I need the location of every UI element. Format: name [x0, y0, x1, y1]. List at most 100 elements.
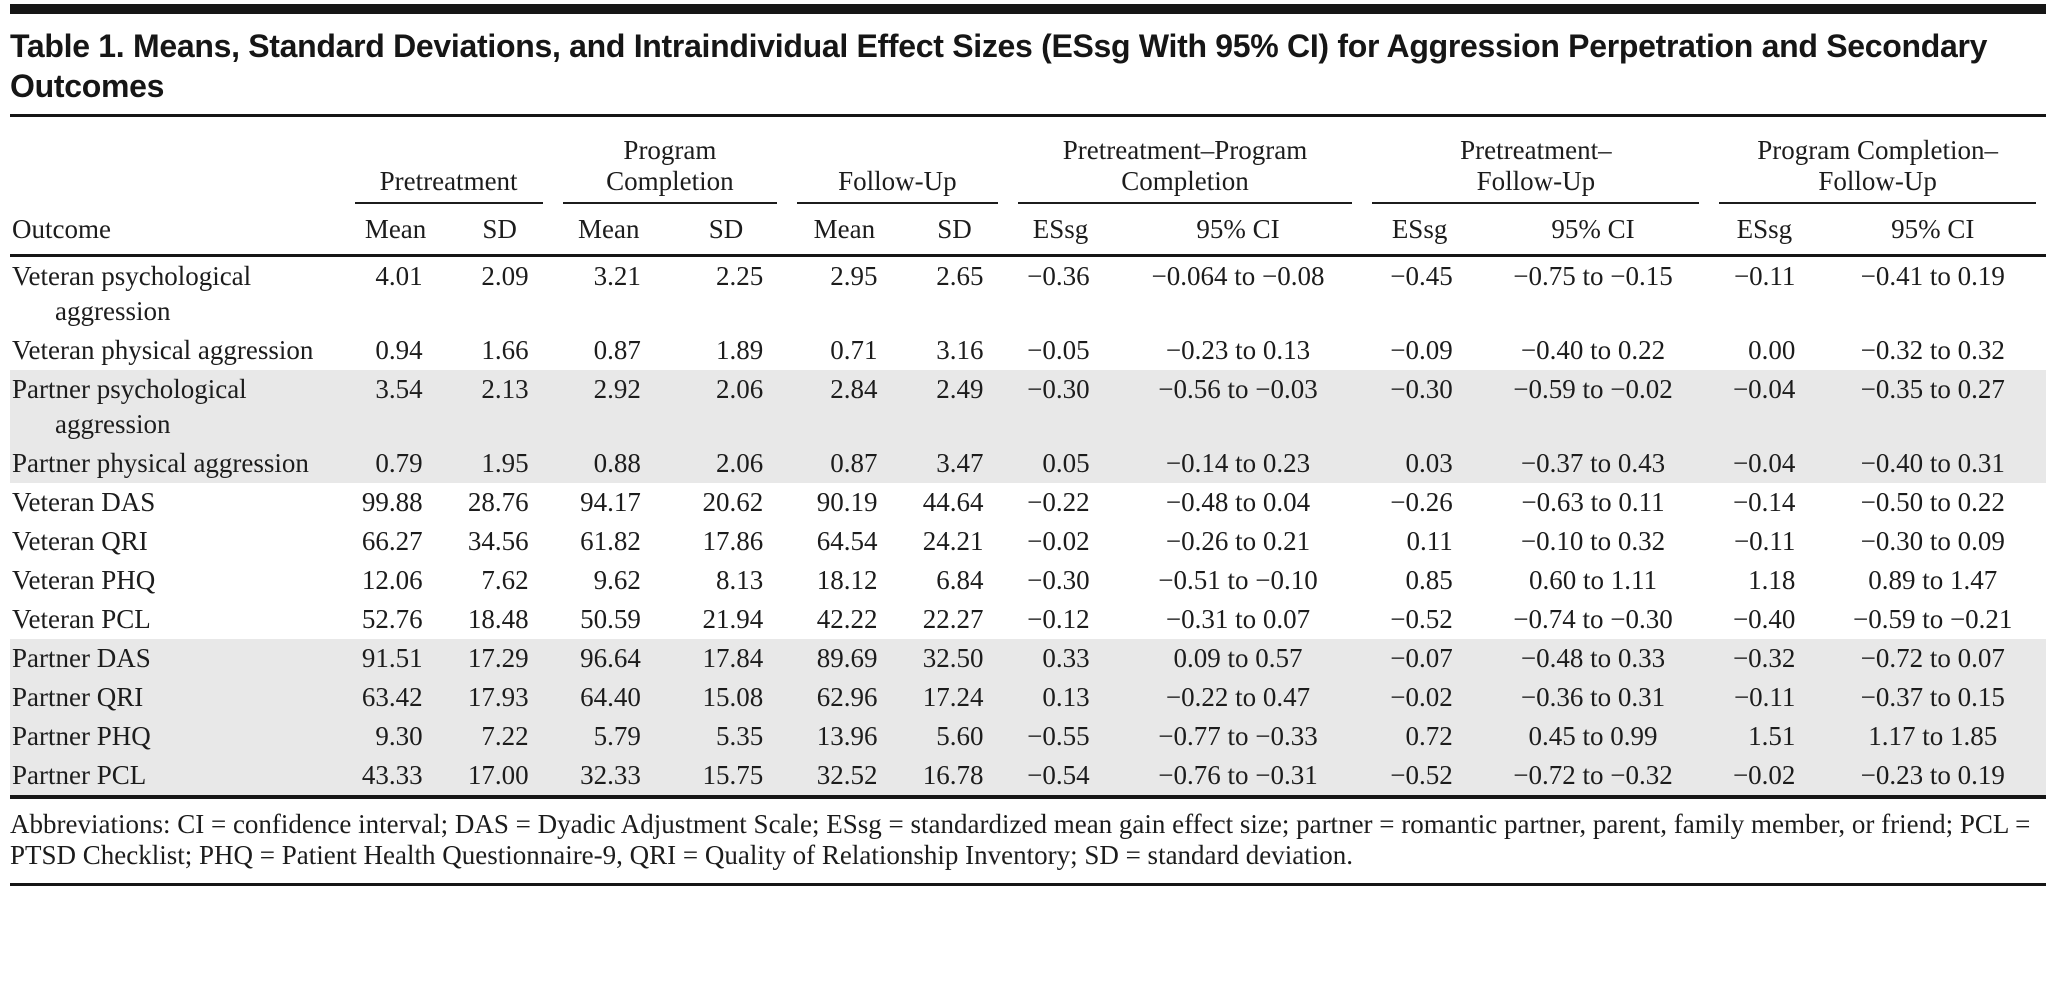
stat-cell: 5.60 [936, 721, 984, 751]
table-row: Veteran PHQ 12.06 7.62 9.62 8.13 18.12 6.84 −0.… [10, 561, 2046, 600]
stat-cell: 2.09 [481, 261, 529, 291]
ci-cell: −0.75 to −0.15 [1513, 261, 1673, 291]
stat-cell: 2.13 [481, 374, 529, 404]
stat-cell: 96.64 [580, 643, 641, 673]
essg-cell: 0.33 [1042, 643, 1090, 673]
stat-cell: 15.08 [702, 682, 764, 712]
stat-cell: 13.96 [816, 721, 878, 751]
stat-cell: 17.24 [922, 682, 984, 712]
spanner-label: Pretreatment–Program Completion [1062, 135, 1308, 196]
spanner-pre-program: Pretreatment–Program Completion [1008, 117, 1363, 205]
ci-cell: −0.37 to 0.43 [1520, 448, 1666, 478]
spanner-completion-followup: Program Completion–Follow-Up [1709, 117, 2046, 205]
essg-cell: −0.30 [1390, 374, 1453, 404]
ci-cell: −0.59 to −0.21 [1852, 604, 2013, 634]
stat-cell: 0.71 [830, 335, 878, 365]
essg-cell: −0.30 [1027, 374, 1090, 404]
essg-cell: 0.05 [1042, 448, 1090, 478]
essg-cell: −0.11 [1733, 526, 1796, 556]
spanner-blank [10, 117, 345, 205]
table-title: Table 1. Means, Standard Deviations, and… [10, 28, 1988, 104]
stat-cell: 12.06 [361, 565, 423, 595]
ci-cell: −0.51 to −0.10 [1158, 565, 1318, 595]
essg-header: ESsg [1362, 205, 1477, 257]
stat-cell: 28.76 [467, 487, 529, 517]
page: Table 1. Means, Standard Deviations, and… [10, 4, 2046, 886]
ci-cell: −0.10 to 0.32 [1520, 526, 1666, 556]
essg-cell: −0.52 [1390, 604, 1453, 634]
ci-cell: −0.48 to 0.04 [1165, 487, 1311, 517]
essg-cell: −0.02 [1732, 760, 1796, 790]
outcome-cell: Partner psychological aggression [12, 374, 247, 439]
ci-cell: 0.60 to 1.11 [1528, 565, 1657, 595]
table-row: Partner PHQ 9.30 7.22 5.79 5.35 13.96 5.60 −0.5… [10, 717, 2046, 756]
stat-cell: 89.69 [816, 643, 878, 673]
stat-cell: 17.84 [702, 643, 764, 673]
ci-cell: −0.77 to −0.33 [1158, 721, 1318, 751]
stat-cell: 66.27 [361, 526, 423, 556]
spanner-follow-up: Follow-Up [787, 117, 1007, 205]
ci-cell: −0.59 to −0.02 [1513, 374, 1673, 404]
essg-cell: −0.36 [1027, 261, 1090, 291]
ci-cell: −0.48 to 0.33 [1520, 643, 1666, 673]
top-rule-bar [10, 4, 2046, 14]
stat-cell: 64.54 [816, 526, 878, 556]
stat-cell: 3.21 [593, 261, 641, 291]
stat-cell: 0.87 [830, 448, 878, 478]
ci-cell: −0.23 to 0.19 [1860, 760, 2005, 790]
essg-cell: 0.72 [1405, 721, 1453, 751]
stat-cell: 21.94 [702, 604, 764, 634]
ci-cell: −0.74 to −0.30 [1513, 604, 1673, 634]
ci-header: 95% CI [1476, 205, 1710, 257]
stat-cell: 18.48 [467, 604, 529, 634]
ci-cell: −0.32 to 0.32 [1860, 335, 2005, 365]
table-body: Veteran psychological aggression 4.01 2.09… [10, 256, 2046, 797]
table-row: Veteran QRI 66.27 34.56 61.82 17.86 64.54 24.2… [10, 522, 2046, 561]
essg-cell: −0.05 [1027, 335, 1090, 365]
sd-header: SD [664, 205, 788, 257]
outcome-column-header: Outcome [10, 205, 345, 257]
stat-cell: 91.51 [361, 643, 423, 673]
stat-cell: 43.33 [361, 760, 423, 790]
stat-cell: 2.84 [830, 374, 878, 404]
stat-cell: 32.52 [816, 760, 878, 790]
ci-cell: −0.36 to 0.31 [1520, 682, 1666, 712]
stat-cell: 5.35 [715, 721, 764, 751]
stat-cell: 22.27 [922, 604, 984, 634]
essg-cell: −0.55 [1027, 721, 1090, 751]
stat-cell: 0.87 [593, 335, 641, 365]
stat-cell: 7.62 [481, 565, 529, 595]
stat-cell: 24.21 [922, 526, 984, 556]
column-header-row: Outcome Mean SD Mean SD Mean SD ESsg 95%… [10, 205, 2046, 257]
ci-cell: −0.76 to −0.31 [1158, 760, 1318, 790]
stat-cell: 4.01 [375, 261, 423, 291]
stat-cell: 5.79 [593, 721, 641, 751]
essg-cell: 0.85 [1405, 565, 1453, 595]
stat-cell: 44.64 [922, 487, 984, 517]
essg-cell: −0.32 [1732, 643, 1796, 673]
stat-cell: 1.95 [481, 448, 529, 478]
stat-cell: 1.66 [481, 335, 529, 365]
essg-cell: 0.00 [1748, 335, 1796, 365]
stat-cell: 99.88 [361, 487, 423, 517]
outcome-cell: Partner QRI [12, 682, 144, 712]
stat-cell: 3.47 [936, 448, 984, 478]
outcome-cell: Veteran PHQ [12, 565, 156, 595]
essg-cell: −0.40 [1732, 604, 1796, 634]
mean-header: Mean [552, 205, 665, 257]
stat-cell: 32.50 [922, 643, 984, 673]
stat-cell: 0.94 [375, 335, 423, 365]
stat-cell: 34.56 [467, 526, 529, 556]
outcome-cell: Veteran PCL [12, 604, 151, 634]
mean-header: Mean [344, 205, 447, 257]
ci-cell: −0.63 to 0.11 [1521, 487, 1665, 517]
essg-cell: −0.12 [1027, 604, 1090, 634]
ci-cell: 0.89 to 1.47 [1868, 565, 1998, 595]
spanner-label: Program Completion–Follow-Up [1757, 135, 1998, 196]
spanner-header-row: Pretreatment Program Completion Follow-U… [10, 117, 2046, 205]
essg-cell: −0.04 [1732, 448, 1796, 478]
stat-cell: 2.49 [936, 374, 984, 404]
table-header: Pretreatment Program Completion Follow-U… [10, 117, 2046, 257]
ci-cell: −0.30 to 0.09 [1860, 526, 2005, 556]
abbreviations-footnote: Abbreviations: CI = confidence interval;… [10, 809, 2031, 870]
